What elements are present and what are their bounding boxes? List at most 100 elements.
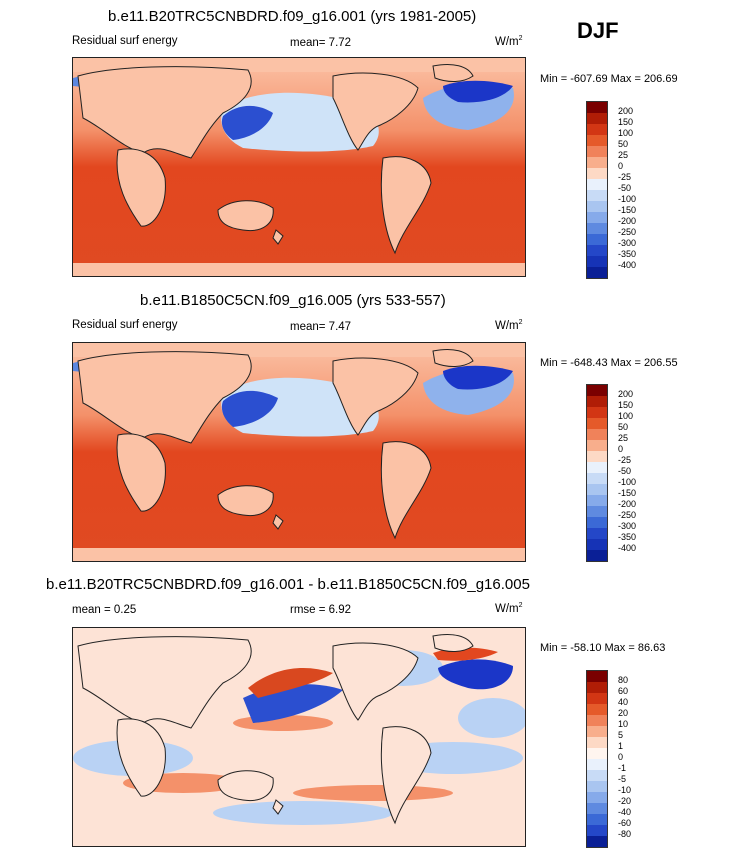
panel-3-colorbar-swatch xyxy=(587,792,607,803)
panel-1-level: 100 xyxy=(618,128,634,138)
panel-1-colorbar-swatch xyxy=(587,234,607,245)
panel-1-level: -150 xyxy=(618,205,637,215)
panel-1-mean-label: mean= 7.72 xyxy=(290,37,352,49)
panel-3-level: -80 xyxy=(618,829,632,839)
panel-2-colorbar-swatch xyxy=(587,407,607,418)
season-label: DJF xyxy=(577,18,619,43)
panel-2-map xyxy=(72,342,526,562)
panel-2-colorbar-swatch xyxy=(587,528,607,539)
panel-3-colorbar-swatch xyxy=(587,803,607,814)
panel-1-level: -250 xyxy=(618,227,637,237)
panel-3-colorbar-swatch xyxy=(587,693,607,704)
panel-3-units: W/m2 xyxy=(495,602,523,615)
panel-3-level: -10 xyxy=(618,785,632,795)
panel-3-level: 5 xyxy=(618,730,624,740)
panel-1-level: 50 xyxy=(618,139,629,149)
panel-3-level: 20 xyxy=(618,708,629,718)
panel-2-colorbar-swatch xyxy=(587,462,607,473)
panel-1-units: W/m2 xyxy=(495,35,523,48)
panel-3-colorbar-swatch xyxy=(587,814,607,825)
panel-3-colorbar-labels: 80 60 40 20 10 5 1 0 -1 -5 -10 -20 -40 -… xyxy=(618,675,631,840)
panel-2-colorbar-swatch xyxy=(587,550,607,561)
panel-3-colorbar-swatch xyxy=(587,737,607,748)
panel-1-colorbar-swatch xyxy=(587,245,607,256)
panel-2-level: -350 xyxy=(618,532,637,542)
panel-3-colorbar-swatch xyxy=(587,704,607,715)
panel-2-level: -300 xyxy=(618,521,637,531)
panel-3-map xyxy=(72,627,526,847)
panel-3-level: -40 xyxy=(618,807,632,817)
panel-3-minmax: Min = -58.10 Max = 86.63 xyxy=(540,642,666,654)
panel-3-level: -5 xyxy=(618,774,627,784)
panel-1-level: -25 xyxy=(618,172,632,182)
panel-1-level: -50 xyxy=(618,183,632,193)
panel-2-colorbar-swatch xyxy=(587,429,607,440)
panel-2-colorbar-labels: 200 150 100 50 25 0 -25 -50 -100 -150 -2… xyxy=(618,389,636,554)
panel-3-rmse-label: rmse = 6.92 xyxy=(290,604,352,616)
panel-2-colorbar-swatch xyxy=(587,385,607,396)
panel-1-colorbar-swatch xyxy=(587,212,607,223)
panel-1-colorbar-swatch xyxy=(587,179,607,190)
panel-3-colorbar-swatch xyxy=(587,726,607,737)
panel-1-level: 200 xyxy=(618,106,634,116)
panel-2-colorbar-swatch xyxy=(587,517,607,528)
panel-1-variable-label: Residual surf energy xyxy=(72,35,178,47)
panel-1-colorbar-swatch xyxy=(587,146,607,157)
panel-3-level: -1 xyxy=(618,763,627,773)
panel-1-colorbar-swatch xyxy=(587,168,607,179)
panel-3-colorbar-swatch xyxy=(587,770,607,781)
panel-3-colorbar-swatch xyxy=(587,671,607,682)
panel-3-colorbar-swatch xyxy=(587,715,607,726)
panel-2-level: 0 xyxy=(618,444,624,454)
panel-1-colorbar xyxy=(586,101,608,279)
panel-3-colorbar xyxy=(586,670,608,848)
panel-1-colorbar-swatch xyxy=(587,201,607,212)
panel-1-colorbar-swatch xyxy=(587,223,607,234)
panel-1-colorbar-swatch xyxy=(587,135,607,146)
panel-1-level: -100 xyxy=(618,194,637,204)
panel-2-level: -150 xyxy=(618,488,637,498)
panel-3-level: 0 xyxy=(618,752,624,762)
panel-2-level: -200 xyxy=(618,499,637,509)
panel-2-colorbar-swatch xyxy=(587,451,607,462)
panel-1-level: 150 xyxy=(618,117,634,127)
panel-2-level: 25 xyxy=(618,433,629,443)
panel-2-colorbar-swatch xyxy=(587,484,607,495)
panel-3-level: 80 xyxy=(618,675,629,685)
panel-1-colorbar-swatch xyxy=(587,102,607,113)
panel-1-level: 25 xyxy=(618,150,629,160)
panel-3-level: 60 xyxy=(618,686,629,696)
panel-1-colorbar-labels: 200 150 100 50 25 0 -25 -50 -100 -150 -2… xyxy=(618,106,636,271)
panel-2-level: -100 xyxy=(618,477,637,487)
panel-1-colorbar-swatch xyxy=(587,190,607,201)
panel-1-map xyxy=(72,57,526,277)
panel-3-title: b.e11.B20TRC5CNBDRD.f09_g16.001 - b.e11.… xyxy=(46,576,530,593)
panel-3-level: 1 xyxy=(618,741,624,751)
panel-2-title: b.e11.B1850C5CN.f09_g16.005 (yrs 533-557… xyxy=(140,292,446,309)
panel-3-level: -60 xyxy=(618,818,632,828)
panel-3-colorbar-swatch xyxy=(587,781,607,792)
panel-2-mean-label: mean= 7.47 xyxy=(290,321,352,333)
panel-1-level: 0 xyxy=(618,161,624,171)
panel-1-colorbar-swatch xyxy=(587,113,607,124)
panel-2-minmax: Min = -648.43 Max = 206.55 xyxy=(540,357,678,369)
panel-2-colorbar xyxy=(586,384,608,562)
panel-2-level: 200 xyxy=(618,389,634,399)
panel-1-level: -200 xyxy=(618,216,637,226)
panel-2-colorbar-swatch xyxy=(587,539,607,550)
panel-2-level: 100 xyxy=(618,411,634,421)
panel-1-level: -300 xyxy=(618,238,637,248)
panel-2-colorbar-swatch xyxy=(587,418,607,429)
panel-3-colorbar-swatch xyxy=(587,748,607,759)
panel-2-colorbar-swatch xyxy=(587,506,607,517)
panel-2-level: -250 xyxy=(618,510,637,520)
panel-2-colorbar-swatch xyxy=(587,473,607,484)
panel-2-level: 50 xyxy=(618,422,629,432)
panel-1-level: -350 xyxy=(618,249,637,259)
panel-3-mean-label: mean = 0.25 xyxy=(72,604,137,616)
panel-2-colorbar-swatch xyxy=(587,396,607,407)
panel-3-level: 40 xyxy=(618,697,629,707)
panel-1-colorbar-swatch xyxy=(587,124,607,135)
panel-1-level: -400 xyxy=(618,260,637,270)
panel-2-level: -25 xyxy=(618,455,632,465)
